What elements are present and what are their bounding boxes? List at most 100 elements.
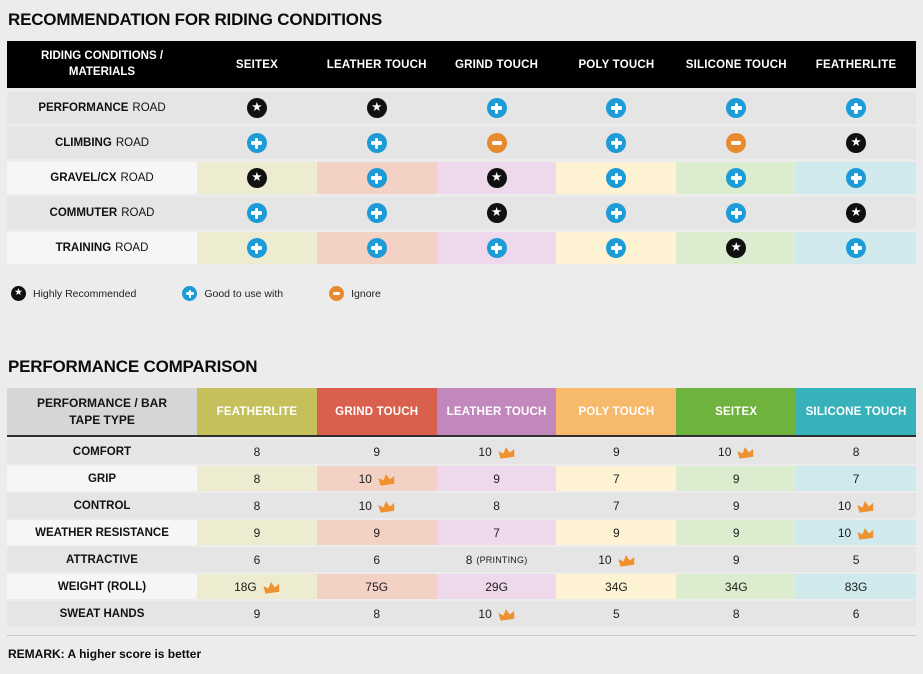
plus-icon: [246, 203, 267, 223]
score-cell: 8: [436, 493, 557, 518]
score-value: 10: [598, 552, 612, 567]
rating-cell: ★: [676, 232, 797, 264]
legend-item: Good to use with: [182, 286, 283, 301]
score-value: 9: [732, 525, 740, 540]
score-cell: 8: [676, 601, 797, 626]
rating-cell: ★: [436, 197, 557, 229]
row-label: COMMUTER ROAD: [7, 197, 197, 229]
row-label-rest: ROAD: [120, 172, 154, 184]
table-row: PERFORMANCE ROAD ★ ★: [7, 92, 916, 124]
table-row: SWEAT HANDS 9 8 10 5 8 6: [7, 601, 916, 626]
score-value: 34G: [724, 579, 748, 594]
plus-icon: [846, 238, 867, 258]
score-cell: 75G: [316, 574, 437, 599]
score-cell: 8: [796, 439, 916, 464]
riding-conditions-table-body: PERFORMANCE ROAD ★ ★ CLIMBING ROAD ★ GRAVEL/CX R…: [7, 92, 916, 264]
row-label-bold: TRAINING: [55, 242, 112, 254]
score-value: 8: [732, 606, 740, 621]
score-cell: 9: [436, 466, 557, 491]
score-value: 6: [373, 552, 381, 567]
row-label: WEIGHT (ROLL): [7, 574, 197, 599]
performance-table-body: COMFORT 8 9 10 9 10 8 GRIP 8 10 9 7 9 7 CONTROL 8 10 8 7 9 1…: [7, 439, 916, 626]
score-cell: 9: [556, 520, 677, 545]
score-value: 9: [732, 471, 740, 486]
plus-icon: [246, 238, 267, 258]
score-cell: 8: [197, 439, 317, 464]
score-cell: 10: [556, 547, 677, 572]
table-row: COMFORT 8 9 10 9 10 8: [7, 439, 916, 464]
rating-cell: ★: [197, 162, 317, 194]
score-cell: 10: [436, 439, 557, 464]
remark-text: REMARK: A higher score is better: [8, 647, 202, 661]
crown-icon: [497, 607, 516, 622]
score-cell: 9: [676, 547, 797, 572]
rating-cell: ★: [197, 92, 317, 124]
legend-label: Ignore: [351, 287, 381, 300]
plus-icon: [846, 98, 867, 118]
rating-cell: [556, 197, 677, 229]
score-value: 10: [358, 471, 372, 486]
score-cell: 5: [556, 601, 677, 626]
minus-icon: [726, 133, 747, 153]
score-value: 7: [493, 525, 500, 540]
plus-icon: [366, 238, 387, 258]
legend-label: Good to use with: [204, 287, 284, 300]
rating-cell: ★: [436, 162, 557, 194]
riding-conditions-title: RECOMMENDATION FOR RIDING CONDITIONS: [8, 10, 383, 29]
row-label: SWEAT HANDS: [7, 601, 197, 626]
score-cell: 6: [197, 547, 317, 572]
rating-cell: [316, 197, 437, 229]
table-row: GRAVEL/CX ROAD ★ ★: [7, 162, 916, 194]
score-cell: 7: [556, 466, 677, 491]
score-value: 29G: [485, 579, 508, 594]
score-cell: 9: [197, 601, 317, 626]
column-header: FEATHERLITE: [815, 58, 897, 71]
riding-conditions-header-label: RIDING CONDITIONS / MATERIALS: [40, 49, 164, 78]
score-cell: 34G: [556, 574, 677, 599]
performance-table-header: PERFORMANCE / BAR TAPE TYPE FEATHERLITE G…: [7, 388, 916, 435]
header-divider: [7, 435, 916, 437]
crown-icon: [497, 445, 516, 460]
plus-icon: [486, 98, 507, 118]
score-value: 9: [493, 471, 500, 486]
score-cell: 10: [316, 493, 437, 518]
score-cell: 34G: [676, 574, 797, 599]
star-icon: ★: [846, 203, 867, 223]
row-label-bold: COMMUTER: [49, 207, 118, 219]
star-icon: ★: [846, 133, 867, 153]
rating-cell: [796, 162, 916, 194]
row-label-bold: PERFORMANCE: [38, 102, 129, 114]
plus-icon: [606, 203, 627, 223]
score-value: 9: [613, 444, 620, 459]
score-value: 34G: [605, 579, 628, 594]
table-row: CLIMBING ROAD ★: [7, 127, 916, 159]
star-icon: ★: [366, 98, 387, 118]
performance-header-label: PERFORMANCE / BAR TAPE TYPE: [7, 388, 197, 435]
score-cell: 8: [197, 493, 317, 518]
score-cell: 10: [676, 439, 797, 464]
legend-item: ★ Highly Recommended: [11, 286, 136, 301]
column-header: SEITEX: [235, 58, 278, 71]
score-cell: 8: [316, 601, 437, 626]
star-icon: ★: [11, 286, 26, 301]
row-label: CLIMBING ROAD: [7, 127, 197, 159]
score-value: 10: [837, 525, 852, 540]
plus-icon: [366, 203, 387, 223]
column-header: SILICONE TOUCH: [685, 58, 787, 71]
remark-divider: [7, 635, 916, 636]
row-label-rest: ROAD: [115, 137, 150, 149]
column-header: LEATHER TOUCH: [326, 58, 427, 71]
legend-label: Highly Recommended: [33, 287, 137, 300]
rating-cell: [197, 197, 317, 229]
plus-icon: [726, 98, 747, 118]
rating-cell: [796, 92, 916, 124]
score-cell: 10: [316, 466, 437, 491]
score-cell: 9: [197, 520, 317, 545]
score-cell: 29G: [436, 574, 557, 599]
score-cell: 83G: [796, 574, 916, 599]
row-label-rest: ROAD: [132, 102, 166, 114]
row-label-rest: ROAD: [115, 242, 149, 254]
performance-comparison-title: PERFORMANCE COMPARISON: [8, 357, 258, 376]
score-cell: 5: [796, 547, 916, 572]
